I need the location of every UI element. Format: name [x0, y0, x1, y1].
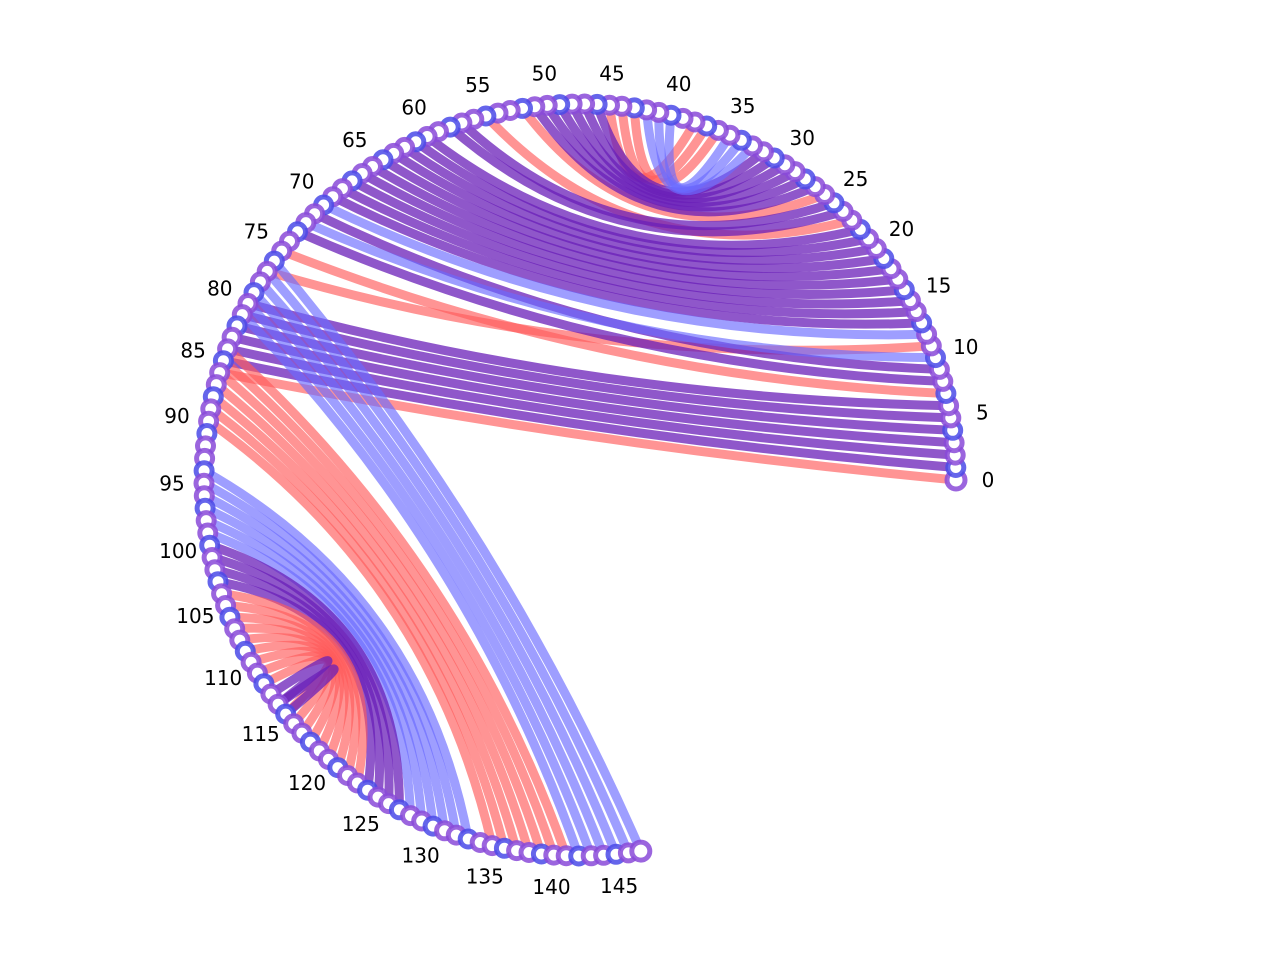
tick-label: 135 [466, 865, 504, 889]
tick-label: 130 [402, 844, 440, 868]
link-99-128 [203, 528, 415, 821]
nodes-layer [193, 93, 968, 867]
link-25-57 [457, 118, 839, 231]
link-78-145 [255, 277, 621, 859]
link-79-144 [249, 288, 609, 860]
link-85-140 [218, 356, 559, 860]
tick-label: 40 [666, 72, 691, 96]
link-14-68 [337, 184, 921, 319]
tick-label: 85 [180, 339, 205, 363]
tick-label: 100 [159, 539, 197, 563]
link-87-138 [211, 380, 534, 857]
link-76-147 [269, 256, 646, 856]
link-81-142 [237, 310, 584, 861]
tick-label: 115 [242, 722, 280, 746]
tick-label: 15 [926, 273, 951, 297]
link-97-130 [200, 503, 438, 831]
tick-label: 35 [730, 94, 755, 118]
link-114-115 [273, 664, 339, 719]
link-88-137 [208, 392, 522, 856]
link-96-131 [199, 491, 450, 836]
link-13-69 [328, 192, 927, 329]
link-95-132 [199, 478, 461, 840]
link-19-63 [389, 148, 889, 273]
tick-label: 75 [244, 220, 269, 244]
link-15-67 [347, 176, 915, 309]
link-12-70 [319, 200, 932, 340]
link-16-66 [357, 169, 909, 299]
link-21-61 [411, 137, 873, 258]
tick-label: 55 [465, 73, 490, 97]
tick-label: 105 [176, 604, 214, 628]
tick-label: 0 [982, 468, 995, 492]
link-84-141 [223, 344, 571, 861]
link-7-75 [277, 246, 951, 398]
tick-label: 20 [889, 217, 914, 241]
link-86-139 [215, 368, 546, 859]
tick-label: 140 [532, 875, 570, 899]
tick-label: 50 [532, 62, 557, 86]
link-24-58 [445, 122, 848, 237]
tick-label: 120 [288, 771, 326, 795]
tick-label: 10 [953, 335, 978, 359]
tick-label: 60 [401, 95, 426, 119]
link-20-62 [400, 142, 881, 265]
tick-label: 145 [600, 874, 638, 898]
tick-label: 25 [843, 167, 868, 191]
link-35-40 [664, 110, 735, 193]
node-147 [629, 839, 653, 863]
link-3-83 [227, 332, 959, 448]
link-17-65 [368, 162, 903, 290]
link-94-133 [199, 466, 473, 844]
link-22-60 [422, 132, 865, 250]
tick-label: 95 [159, 472, 184, 496]
link-90-135 [204, 416, 497, 851]
link-89-136 [206, 404, 509, 853]
link-77-146 [262, 266, 633, 858]
link-6-80 [243, 299, 954, 411]
link-32-46 [592, 99, 768, 197]
tick-label: 65 [342, 128, 367, 152]
link-8-73 [293, 227, 948, 386]
tick-label: 110 [204, 666, 242, 690]
tick-label: 5 [976, 401, 989, 425]
tick-label: 80 [207, 277, 232, 301]
tick-label: 125 [342, 812, 380, 836]
link-98-129 [201, 516, 427, 826]
link-18-64 [378, 155, 896, 282]
link-80-143 [243, 299, 596, 861]
tick-label: 30 [789, 126, 814, 150]
tick-label: 90 [164, 404, 189, 428]
links-layer [199, 99, 961, 861]
tick-label: 45 [599, 61, 624, 85]
link-10-72 [301, 218, 940, 363]
tick-labels-layer: 0 5 10 15 20 25 30 35 40 45 50 55 60 65 70 75 80 85 90 95 10… [159, 61, 994, 899]
tick-label: 70 [289, 170, 314, 194]
